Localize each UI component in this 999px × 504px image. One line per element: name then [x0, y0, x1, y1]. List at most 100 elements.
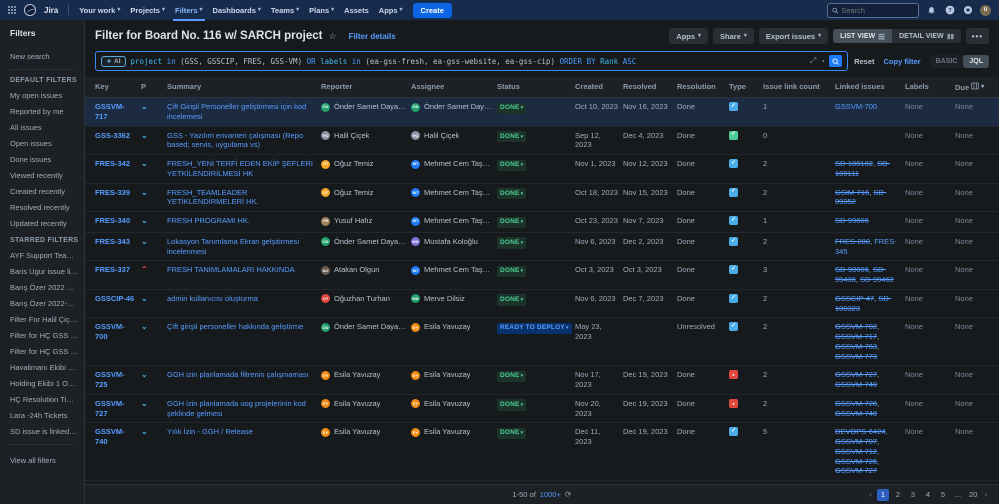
sidebar-item-starred-filter[interactable]: HÇ Resolution Time (... — [10, 394, 84, 404]
help-icon[interactable]: ? — [944, 5, 955, 16]
table-row[interactable]: GSSVM-700 ⌄ Çift girişli personeller hakkı… — [85, 318, 999, 367]
ai-assist-button[interactable]: AI — [101, 55, 126, 67]
apps-button[interactable]: Apps ▾ — [669, 28, 709, 44]
linked-issue-link[interactable]: FRES-345 — [835, 236, 897, 256]
linked-issue-link[interactable]: GSSVM-727 — [835, 466, 878, 476]
table-row[interactable]: GSSVM-717 ⌄ Çift Girişli Personeller geliş… — [85, 98, 999, 127]
column-header-created[interactable]: Created — [575, 80, 623, 93]
column-header-type[interactable]: Type — [729, 80, 763, 93]
column-header-issue-link-count[interactable]: Issue link count — [763, 80, 835, 93]
linked-issue-link[interactable]: SD-99462 — [860, 275, 894, 285]
issue-key-link[interactable]: GSSVM-725 — [95, 370, 125, 390]
linked-issue-link[interactable]: SD-99436 — [835, 265, 886, 285]
page-button-1[interactable]: 1 — [876, 488, 889, 501]
status-badge[interactable]: READY TO DEPLOY▾ — [497, 322, 572, 335]
settings-gear-icon[interactable] — [962, 5, 973, 16]
export-issues-button[interactable]: Export issues ▾ — [758, 28, 829, 44]
linked-issue-link[interactable]: GSSVM-773 — [835, 351, 878, 361]
column-header-assignee[interactable]: Assignee — [411, 80, 497, 93]
linked-issue-link[interactable]: GSSVM-727 — [835, 370, 878, 380]
jql-query-input[interactable]: AI project in (GSS, GSSCIP, FRES, GSS-VM… — [95, 51, 849, 71]
sidebar-item-starred-filter[interactable]: Barış Özer 2022-01 >... — [10, 298, 84, 308]
status-badge[interactable]: DONE▾ — [497, 237, 527, 249]
sidebar-item-default-filter[interactable]: My open issues — [10, 90, 63, 100]
issue-key-link[interactable]: GSSVM-700 — [95, 322, 125, 342]
issue-key-link[interactable]: GSSVM-740 — [95, 427, 125, 447]
linked-issue-link[interactable]: GSSCIP-47 — [835, 293, 875, 303]
table-row[interactable]: FRES-337 ⌃ FRESH TANIMLAMALARI HAKKINDA AO A… — [85, 261, 999, 290]
column-header-status[interactable]: Status — [497, 80, 575, 93]
issue-summary-link[interactable]: GSS - Yazılım envanteri çalışması (Repo … — [167, 130, 304, 150]
linked-issue-link[interactable]: SD-98606 — [835, 265, 869, 275]
expand-editor-icon[interactable]: ⤢ — [809, 56, 817, 65]
total-count-link[interactable]: 1000+ — [539, 490, 561, 499]
sidebar-item-starred-filter[interactable]: Baris Ugur issue link... — [10, 266, 84, 276]
table-row[interactable]: GSSVM-727 ⌄ GGH izin planlamada uog projel… — [85, 395, 999, 424]
create-button[interactable]: Create — [412, 2, 452, 18]
nav-menu-assets[interactable]: Assets — [342, 2, 371, 19]
page-button-5[interactable]: 5 — [940, 490, 946, 499]
issue-summary-link[interactable]: FRESH PROGRAMI HK. — [167, 216, 250, 225]
syntax-help-icon[interactable]: ◔ — [820, 56, 826, 66]
nav-menu-teams[interactable]: Teams ▾ — [269, 2, 301, 19]
status-badge[interactable]: DONE▾ — [497, 131, 527, 143]
issue-summary-link[interactable]: FRESH TANIMLAMALARI HAKKINDA — [167, 265, 295, 275]
table-row[interactable]: FRES-342 ⌄ FRESH_YENİ TERFİ EDEN EKİP ŞEFL… — [85, 155, 999, 184]
status-badge[interactable]: DONE▾ — [497, 294, 527, 306]
issue-key-link[interactable]: FRES-343 — [95, 236, 131, 246]
issue-key-link[interactable]: GSS-3362 — [95, 130, 131, 140]
status-badge[interactable]: DONE▾ — [497, 427, 527, 440]
jql-mode-tab[interactable]: JQL — [963, 54, 989, 68]
issue-key-link[interactable]: FRES-342 — [95, 159, 131, 168]
page-button-...[interactable]: ... — [954, 490, 962, 499]
linked-issue-link[interactable]: GSSVM-707 — [835, 437, 878, 447]
table-row[interactable]: FRES-340 ⌄ FRESH PROGRAMI HK. YH Yusuf Hafız… — [85, 212, 999, 233]
linked-issue-link[interactable]: SD-100102 — [835, 159, 873, 168]
sidebar-item-starred-filter[interactable]: Filter for HÇ GSS Pro... — [10, 346, 84, 356]
issue-key-link[interactable]: GSSCIP-46 — [95, 293, 135, 303]
linked-issue-link[interactable]: SD-99352 — [835, 187, 887, 207]
list-view-tab[interactable]: LIST VIEW — [833, 29, 893, 43]
linked-issue-link[interactable]: DEVOPS-6424 — [835, 427, 886, 437]
table-row[interactable]: GSSVM-740 ⌄ Yılık İzin - GGH / Release EY Es… — [85, 423, 999, 482]
nav-menu-plans[interactable]: Plans ▾ — [307, 2, 336, 19]
issue-summary-link[interactable]: GGH izin planlamada filtrenin çalışmamas… — [167, 370, 309, 380]
sidebar-item-new-search[interactable]: New search — [10, 51, 50, 61]
linked-issue-link[interactable]: GSIM-716 — [835, 187, 870, 197]
linked-issue-link[interactable]: GSSVM-763 — [835, 341, 878, 351]
sidebar-item-default-filter[interactable]: Resolved recently — [10, 202, 70, 212]
reset-button[interactable]: Reset — [854, 56, 875, 66]
linked-issue-link[interactable]: SD-99606 — [835, 216, 869, 225]
status-badge[interactable]: DONE▾ — [497, 188, 527, 200]
status-badge[interactable]: DONE▾ — [497, 216, 527, 228]
refresh-icon[interactable]: ⟳ — [564, 490, 572, 499]
linked-issue-link[interactable]: GSSVM-726 — [835, 398, 878, 408]
table-row[interactable]: GSSVM-725 ⌄ GGH izin planlamada filtrenin … — [85, 366, 999, 395]
sidebar-item-starred-filter[interactable]: Havalimanı Ekibi 1 Oc... — [10, 362, 84, 372]
sidebar-item-starred-filter[interactable]: Lara -24h Tickets — [10, 410, 68, 420]
sidebar-item-default-filter[interactable]: Created recently — [10, 186, 66, 196]
column-header-resolved[interactable]: Resolved — [623, 80, 677, 93]
linked-issue-link[interactable]: FRES-280 — [835, 236, 871, 246]
issue-summary-link[interactable]: GGH izin planlamada uog projelerinin kod… — [167, 398, 306, 418]
linked-issue-link[interactable]: GSSVM-717 — [835, 332, 878, 342]
sidebar-item-starred-filter[interactable]: SD issue is linked 1 O... — [10, 426, 84, 436]
linked-issue-link[interactable]: GSSVM-712 — [835, 446, 878, 456]
notifications-bell-icon[interactable] — [926, 5, 937, 16]
nav-menu-filters[interactable]: Filters ▾ — [173, 2, 205, 21]
sidebar-item-default-filter[interactable]: Done issues — [10, 154, 52, 164]
issue-summary-link[interactable]: admin kullanıcısı oluşturma — [167, 293, 258, 303]
linked-issue-link[interactable]: SD-100323 — [835, 293, 892, 313]
run-search-button[interactable] — [829, 55, 843, 67]
detail-view-tab[interactable]: DETAIL VIEW — [892, 29, 960, 43]
page-button-4[interactable]: 4 — [925, 490, 931, 499]
issue-summary-link[interactable]: Yılık İzin - GGH / Release — [167, 427, 253, 437]
sidebar-item-view-all-filters[interactable]: View all filters — [10, 455, 56, 465]
linked-issue-link[interactable]: GSSVM-702 — [835, 322, 878, 332]
nav-menu-dashboards[interactable]: Dashboards ▾ — [211, 2, 263, 19]
linked-issue-link[interactable]: GSSVM-726 — [835, 456, 878, 466]
table-row[interactable]: FRES-339 ⌄ FRESH_TEAMLEADER YETİKLENDİRMEL… — [85, 184, 999, 212]
next-page-arrow[interactable]: › — [984, 490, 987, 499]
user-avatar[interactable]: U — [980, 4, 991, 16]
issue-key-link[interactable]: FRES-340 — [95, 216, 131, 225]
